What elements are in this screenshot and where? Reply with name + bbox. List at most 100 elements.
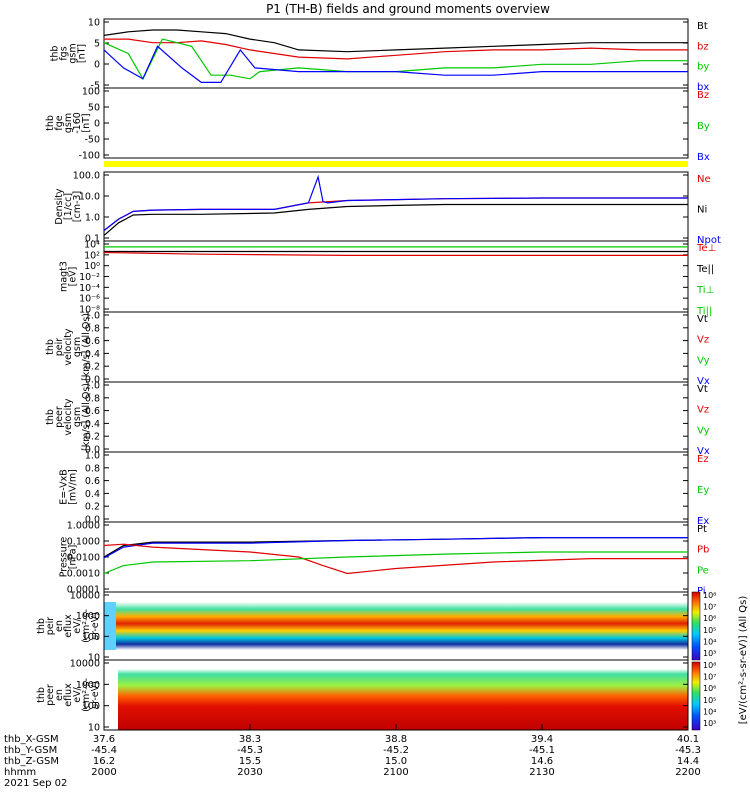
series-pressure-Pt (103, 536, 688, 558)
x-tick-label: 2030 (237, 767, 262, 778)
x-tick-label: 38.8 (385, 734, 407, 745)
y-tick-label: 0.0 (85, 515, 100, 526)
legend-Npot: Npot (697, 235, 721, 246)
y-tick-label: 0.6 (85, 406, 100, 417)
series-fgs-bx (103, 45, 688, 84)
y-axis-label-line: gsm (63, 113, 74, 133)
y-axis-label-line: peir (45, 617, 56, 636)
y-tick-label: 1.0 (85, 451, 100, 462)
y-axis-label: Density[1/cc][cm-3] (54, 188, 83, 224)
y-axis-label-line: peer (54, 406, 65, 428)
y-axis-label-line: thb (45, 339, 56, 355)
colorbar-0 (691, 591, 701, 661)
y-tick-label: 0.8 (85, 393, 100, 404)
y-tick-label: 1.0 (85, 311, 100, 322)
legend-Ne: Ne (697, 174, 711, 185)
y-tick-label: 0.1 (85, 234, 100, 245)
series-pressure-Pb (103, 543, 688, 575)
y-tick-label: 0.0001 (67, 585, 100, 596)
y-axis-label-line: magt3 (59, 261, 70, 292)
y-axis-label-line: [eV] (68, 267, 79, 287)
y-tick-label: 100.0 (73, 171, 100, 182)
y-tick-label: 0.2 (85, 362, 100, 373)
x-tick-label: -45.4 (91, 745, 117, 756)
panel-peer: 1.00.80.60.40.20.0thbpeervelocitygsm[km/… (45, 381, 710, 458)
y-tick-label: 0.6 (85, 476, 100, 487)
x-tick-label: 2130 (529, 767, 554, 778)
y-tick-label: 10⁰ (84, 261, 100, 272)
series-density-Ni (103, 203, 688, 236)
series-pressure-Pi (103, 536, 688, 559)
y-axis-label-line: [nT] (81, 113, 92, 132)
y-tick-label: 50 (88, 103, 100, 114)
legend-Vy: Vy (697, 355, 710, 366)
y-axis-label-line: thb (50, 46, 61, 62)
y-tick-label: 1000 (76, 611, 100, 622)
y-axis-label-line: sr-eV) (90, 681, 101, 709)
x-tick-label: 40.1 (677, 734, 699, 745)
legend-Vt: Vt (697, 314, 708, 325)
y-axis-label-line: peir (54, 338, 65, 357)
y-tick-label: -50 (84, 135, 100, 146)
y-tick-label: 10 (88, 723, 100, 734)
y-axis-label: E=-VxB[mV/m] (59, 469, 79, 505)
colorbar-tick: 10³ (703, 649, 716, 658)
y-axis-label-line: fge (54, 115, 65, 130)
y-axis-label-line: -160 (72, 112, 83, 134)
y-tick-label: 100 (82, 701, 100, 712)
legend-Ti||: Ti|| (696, 306, 712, 317)
legend-bz: bz (697, 41, 709, 52)
x-row-label: thb_X-GSM (4, 734, 59, 745)
x-tick-label: 14.6 (531, 756, 553, 767)
y-tick-label: 0.0 (85, 375, 100, 386)
panel-frame (103, 521, 689, 593)
x-tick-label: 15.5 (239, 756, 261, 767)
x-tick-label: 2100 (383, 767, 408, 778)
y-tick-label: 10000 (70, 659, 100, 670)
y-tick-label: 10⁻⁶ (79, 294, 100, 305)
y-tick-label: 0.2 (85, 502, 100, 513)
y-axis-label-line: [nT] (77, 44, 88, 63)
legend-Pe: Pe (697, 565, 709, 576)
y-tick-label: 10⁻⁴ (79, 283, 100, 294)
y-tick-label: 100 (82, 632, 100, 643)
x-row-label: hhmm (4, 767, 36, 778)
spectrogram-ions (114, 602, 688, 650)
y-axis-label-line: eflux (63, 614, 74, 638)
series-pressure-Pe (103, 551, 688, 575)
y-axis-label-line: [nPa] (68, 545, 79, 570)
colorbar-tick: 10⁶ (703, 684, 716, 693)
y-axis-label-line: en (54, 620, 65, 632)
colorbar-tick: 10⁷ (703, 603, 716, 612)
colorbar-tick: 10³ (703, 719, 716, 728)
colorbar-1 (691, 661, 701, 731)
y-axis-label-line: eflux (63, 683, 74, 707)
y-axis-label-line: thb (36, 618, 47, 634)
y-tick-label: 10 (88, 18, 100, 29)
legend-Bz: Bz (697, 90, 709, 101)
y-axis-label-line: peer (45, 684, 56, 706)
y-axis-label-line: [cm-3] (72, 191, 83, 222)
legend-bx: bx (697, 82, 709, 93)
y-tick-label: 0.0100 (67, 553, 100, 564)
y-tick-label: 0.1000 (67, 537, 100, 548)
colorbar-tick: 10⁷ (703, 673, 716, 682)
y-axis-label-line: [1/cc] (63, 193, 74, 220)
y-axis-label-line: Density (54, 188, 65, 224)
y-tick-label: 0.8 (85, 463, 100, 474)
x-tick-label: 38.3 (239, 734, 261, 745)
y-tick-label: 10² (84, 250, 100, 261)
legend-Te||: Te|| (696, 264, 714, 275)
legend-Ey: Ey (697, 485, 709, 496)
y-axis-label: Pressure[nPa] (59, 537, 79, 578)
y-axis-label-line: (cm²-s- (81, 678, 92, 712)
panel-efield: 1.00.8 0.6 0.4 0.2 0.0 E=-VxB[mV/m] Ez Ey Ex (59, 451, 710, 528)
colorbar-tick: 10⁵ (703, 696, 716, 705)
legend-Bx: Bx (697, 152, 710, 163)
y-tick-label: 1.0 (85, 381, 100, 392)
y-axis-label-line: eV/ (72, 686, 83, 702)
x-tick-label: 2000 (91, 767, 116, 778)
